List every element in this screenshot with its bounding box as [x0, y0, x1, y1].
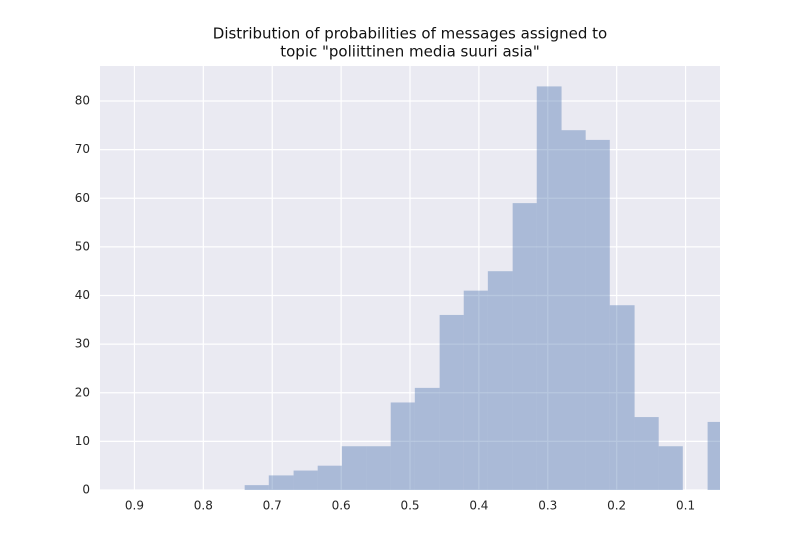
grid: [100, 66, 720, 491]
bar: [561, 130, 586, 490]
bar: [317, 465, 342, 490]
y-tick-label: 80: [75, 94, 90, 108]
bar: [244, 485, 269, 490]
x-tick-label: 0.7: [263, 499, 282, 513]
y-tick-label: 60: [75, 191, 90, 205]
bars: [244, 86, 720, 490]
y-tick-label: 50: [75, 239, 90, 253]
x-tick-label: 0.2: [607, 499, 626, 513]
x-tick-label: 0.5: [400, 499, 419, 513]
bar: [487, 271, 513, 490]
tick-labels: 0 10 20 30 40 50 60 70 80 0.9 0.8 0.7 0.6 0.5 0.4 0.3 0.…: [75, 94, 695, 513]
chart-title: Distribution of probabilities of message…: [213, 25, 607, 43]
y-tick-label: 0: [82, 483, 90, 497]
bar: [707, 421, 720, 490]
bar: [585, 139, 610, 490]
bar: [366, 446, 391, 490]
bar: [341, 446, 367, 490]
y-tick-label: 40: [75, 288, 90, 302]
x-tick-label: 0.8: [194, 499, 213, 513]
bar: [536, 86, 562, 490]
bar: [414, 387, 440, 490]
x-tick-label: 0.4: [469, 499, 488, 513]
bar: [512, 203, 537, 490]
y-tick-label: 70: [75, 142, 90, 156]
y-tick-label: 30: [75, 337, 90, 351]
bar: [658, 446, 683, 490]
bar: [609, 305, 635, 490]
bar: [463, 290, 488, 490]
x-tick-label: 0.1: [676, 499, 695, 513]
bar: [634, 417, 659, 490]
bar: [268, 475, 294, 490]
x-tick-label: 0.3: [538, 499, 557, 513]
x-tick-label: 0.9: [125, 499, 144, 513]
bar: [293, 470, 318, 490]
y-tick-label: 20: [75, 385, 90, 399]
x-tick-label: 0.6: [332, 499, 351, 513]
y-tick-label: 10: [75, 434, 90, 448]
bar: [439, 314, 464, 490]
bar: [390, 402, 415, 490]
chart-title: topic "poliittinen media suuri asia": [280, 43, 540, 61]
